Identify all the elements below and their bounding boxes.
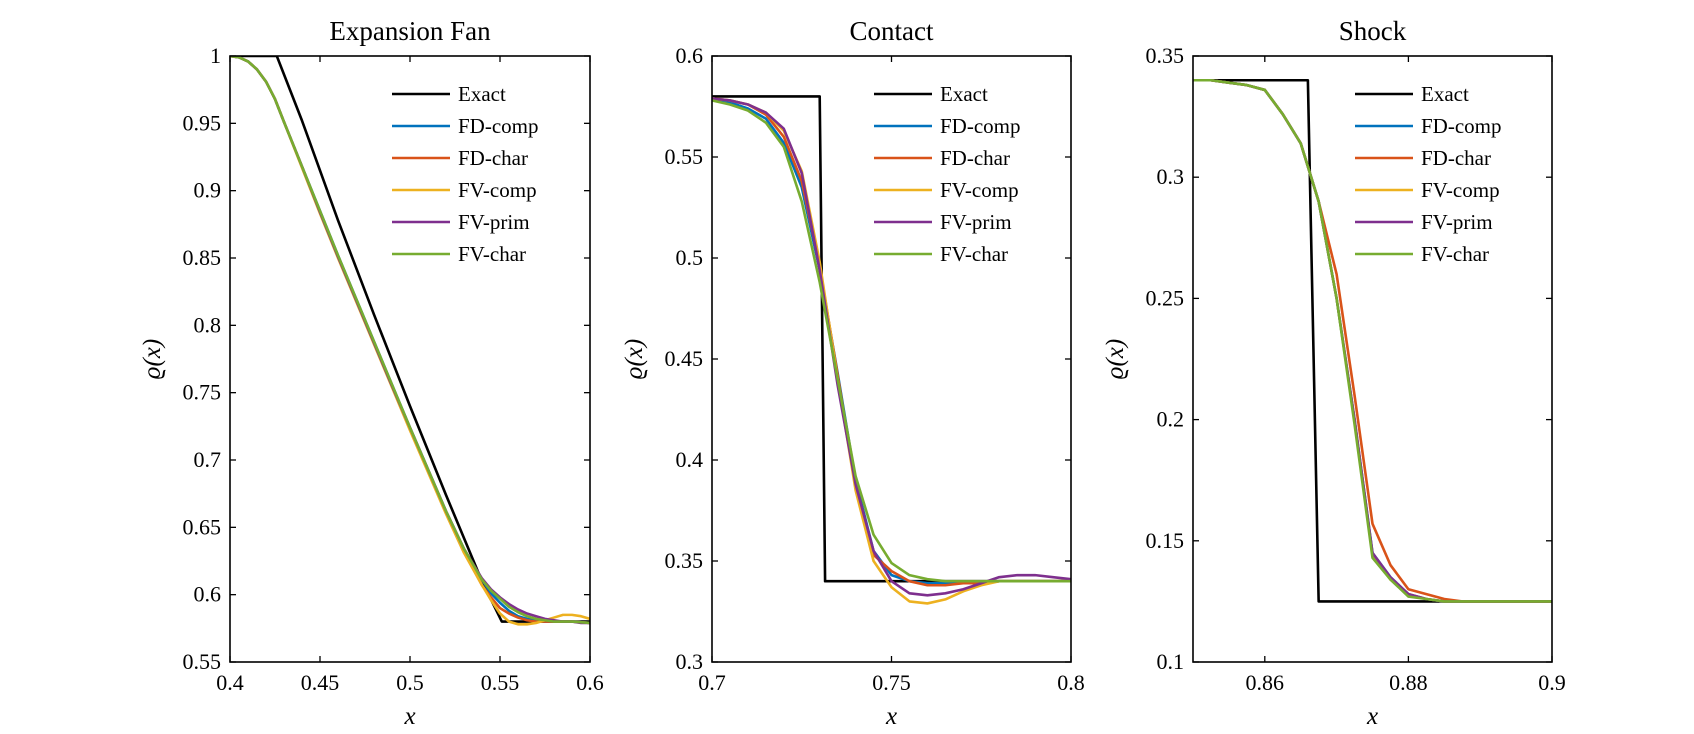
y-tick-label: 1 bbox=[210, 43, 221, 68]
series-line-fd-char bbox=[230, 56, 590, 625]
legend-entry: FV-comp bbox=[458, 178, 537, 202]
y-tick-label: 0.6 bbox=[676, 43, 704, 68]
legend-entry: FV-comp bbox=[1421, 178, 1500, 202]
x-tick-label: 0.8 bbox=[1057, 670, 1085, 695]
y-axis-label: ϱ(x) bbox=[139, 339, 166, 379]
chart-panel: Shock 0.86 0.88 0.9 0.1 0.15 0.2 0.25 0.3 0.35 x ϱ(… bbox=[1102, 16, 1566, 730]
y-tick-label: 0.55 bbox=[183, 649, 222, 674]
y-tick-label: 0.25 bbox=[1146, 285, 1185, 310]
legend-entry: FV-prim bbox=[1421, 210, 1493, 234]
series-line-fv-comp bbox=[230, 56, 590, 626]
legend-entry: FV-comp bbox=[940, 178, 1019, 202]
series-line-fd-comp bbox=[712, 97, 1071, 585]
x-tick-label: 0.88 bbox=[1389, 670, 1428, 695]
x-tick-label: 0.9 bbox=[1538, 670, 1566, 695]
legend-entry: Exact bbox=[1421, 82, 1469, 106]
legend-entry: FD-comp bbox=[940, 114, 1021, 138]
series-line-exact bbox=[712, 95, 1071, 583]
y-tick-label: 0.3 bbox=[676, 649, 704, 674]
y-tick-label: 0.55 bbox=[665, 144, 704, 169]
x-tick-label: 0.4 bbox=[216, 670, 244, 695]
plot-frame bbox=[229, 55, 591, 663]
y-tick-label: 0.35 bbox=[1146, 43, 1185, 68]
series-line-fv-char bbox=[1193, 78, 1552, 603]
series-line-fv-char bbox=[712, 99, 1071, 583]
y-tick-label: 0.95 bbox=[183, 110, 222, 135]
y-tick-label: 0.6 bbox=[194, 582, 222, 607]
x-tick-label: 0.55 bbox=[481, 670, 520, 695]
plot-frame bbox=[711, 55, 1072, 663]
legend-entry: FD-char bbox=[458, 146, 528, 170]
x-tick-label: 0.75 bbox=[872, 670, 911, 695]
chart-title: Expansion Fan bbox=[329, 16, 491, 46]
legend-entry: FV-prim bbox=[458, 210, 530, 234]
y-tick-label: 0.4 bbox=[676, 447, 704, 472]
y-tick-label: 0.15 bbox=[1146, 528, 1185, 553]
chart-title: Shock bbox=[1339, 16, 1407, 46]
x-tick-label: 0.86 bbox=[1246, 670, 1285, 695]
legend-entry: FV-char bbox=[1421, 242, 1489, 266]
series-line-fv-prim bbox=[230, 56, 590, 625]
chart-panel: Contact 0.7 0.75 0.8 0.3 0.35 0.4 0.45 0.5 0.55 0.… bbox=[621, 16, 1085, 730]
y-tick-label: 0.85 bbox=[183, 245, 222, 270]
series-line-fv-comp bbox=[712, 97, 1071, 605]
y-tick-label: 0.8 bbox=[194, 312, 222, 337]
y-tick-label: 0.65 bbox=[183, 514, 222, 539]
x-axis-label: x bbox=[885, 703, 897, 730]
y-tick-label: 0.3 bbox=[1157, 164, 1185, 189]
legend-entry: Exact bbox=[940, 82, 988, 106]
y-tick-label: 0.75 bbox=[183, 380, 222, 405]
x-tick-label: 0.5 bbox=[396, 670, 424, 695]
y-tick-label: 0.35 bbox=[665, 548, 704, 573]
legend-entry: FV-char bbox=[458, 242, 526, 266]
legend-entry: FD-comp bbox=[458, 114, 539, 138]
legend-entry: Exact bbox=[458, 82, 506, 106]
legend-entry: FD-char bbox=[940, 146, 1010, 170]
series-line-fd-comp bbox=[230, 56, 590, 625]
y-tick-label: 0.5 bbox=[676, 245, 704, 270]
series-line-fv-prim bbox=[712, 97, 1071, 597]
y-tick-label: 0.45 bbox=[665, 346, 704, 371]
x-tick-label: 0.7 bbox=[698, 670, 726, 695]
y-tick-label: 0.1 bbox=[1157, 649, 1185, 674]
x-tick-label: 0.45 bbox=[301, 670, 340, 695]
x-axis-label: x bbox=[403, 703, 415, 730]
y-tick-label: 0.7 bbox=[194, 447, 222, 472]
y-axis-label: ϱ(x) bbox=[621, 339, 648, 379]
series-line-fv-char bbox=[230, 56, 590, 625]
y-tick-label: 0.2 bbox=[1157, 407, 1185, 432]
series-line-exact bbox=[230, 56, 590, 623]
legend-entry: FD-comp bbox=[1421, 114, 1502, 138]
y-axis-label: ϱ(x) bbox=[1102, 339, 1129, 379]
x-tick-label: 0.6 bbox=[576, 670, 604, 695]
chart-panel: Expansion Fan 0.4 0.45 0.5 0.55 0.6 0.55 0.6 0.6… bbox=[139, 16, 604, 730]
y-tick-label: 0.9 bbox=[194, 178, 222, 203]
series-line-fd-char bbox=[712, 97, 1071, 587]
chart-title: Contact bbox=[850, 16, 934, 46]
plot-frame bbox=[1192, 55, 1553, 663]
legend-entry: FV-char bbox=[940, 242, 1008, 266]
legend-entry: FD-char bbox=[1421, 146, 1491, 170]
x-axis-label: x bbox=[1366, 703, 1378, 730]
legend-entry: FV-prim bbox=[940, 210, 1012, 234]
